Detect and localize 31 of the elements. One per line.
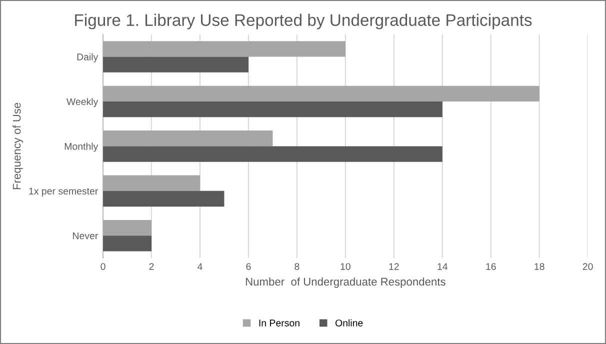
y-tick-label: Daily (77, 53, 98, 62)
bar (103, 86, 540, 102)
x-tick-label: 8 (294, 263, 300, 270)
x-tick-label: 10 (340, 263, 350, 270)
x-tick-label: 20 (582, 263, 593, 270)
x-tick-label: 14 (438, 263, 448, 270)
y-tick-label: Monthly (64, 142, 98, 152)
x-tick-label: 0 (100, 263, 106, 270)
bar (103, 175, 200, 191)
x-tick-label: 4 (198, 263, 202, 270)
bar (103, 41, 346, 57)
chart-title: Figure 1. Library Use Reported by Undergraduate Participants (75, 14, 532, 30)
bar (103, 220, 152, 236)
x-axis-title: Number of Undergraduate Respondents (246, 277, 446, 288)
x-tick-label: 2 (149, 263, 154, 270)
y-axis-title: Frequency of Use (12, 102, 23, 190)
y-tick-label: Never (73, 232, 98, 240)
legend-label: In Person (259, 320, 300, 326)
bar (103, 56, 248, 72)
x-tick-label: 12 (389, 263, 399, 270)
bar (103, 146, 442, 162)
bar (103, 101, 442, 118)
y-tick-label: Weekly (66, 98, 98, 108)
x-tick-label: 18 (534, 263, 544, 270)
bar (103, 130, 273, 146)
bar (103, 190, 224, 207)
legend-label: Online (335, 319, 363, 326)
x-tick-label: 16 (486, 263, 496, 270)
bar (103, 236, 152, 252)
x-tick-label: 6 (246, 263, 251, 270)
y-tick-label: 1x per semester (29, 188, 98, 196)
